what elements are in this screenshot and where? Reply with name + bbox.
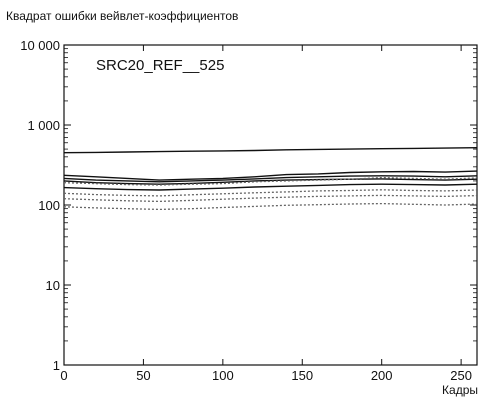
chart-annotation: SRC20_REF__525 — [96, 57, 224, 74]
x-tick-label: 0 — [60, 368, 67, 383]
series-line-4 — [63, 178, 478, 185]
series-group — [63, 147, 478, 211]
y-tick-label: 100 — [38, 198, 60, 213]
series-line-2 — [63, 170, 478, 181]
series-line-6 — [63, 183, 478, 191]
x-axis-title: Кадры — [442, 383, 478, 397]
x-tick-label: 150 — [291, 368, 313, 383]
series-line-3 — [63, 175, 478, 183]
y-tick-label: 1 — [53, 358, 60, 373]
series-line-5 — [63, 176, 478, 186]
y-tick-label: 1 000 — [27, 118, 60, 133]
x-tick-label: 250 — [450, 368, 472, 383]
x-ticks: 0 50 100 150 200 250 — [60, 45, 472, 383]
series-line-7 — [63, 189, 478, 197]
x-tick-label: 100 — [212, 368, 234, 383]
y-tick-label: 10 — [46, 278, 60, 293]
series-line-1 — [63, 147, 478, 154]
x-tick-label: 50 — [136, 368, 150, 383]
y-axis-title: Квадрат ошибки вейвлет-коэффициентов — [6, 9, 239, 23]
series-line-8 — [63, 194, 478, 203]
y-ticks: 1 10 100 1 000 10 000 — [20, 38, 477, 373]
series-line-9 — [63, 202, 478, 211]
plot-frame — [63, 44, 478, 366]
y-tick-label: 10 000 — [20, 38, 60, 53]
x-tick-label: 200 — [371, 368, 393, 383]
